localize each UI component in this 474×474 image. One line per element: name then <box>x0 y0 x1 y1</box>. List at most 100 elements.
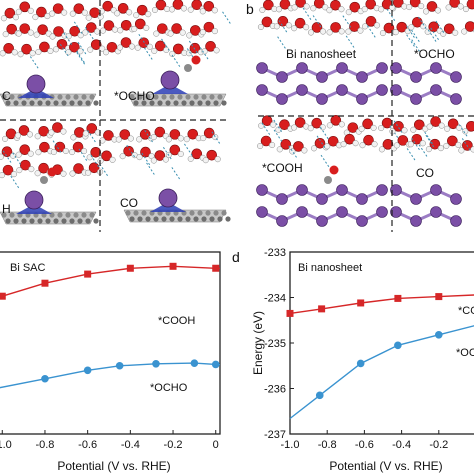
hydrogen-atom <box>358 125 365 132</box>
data-point-square <box>318 305 326 313</box>
carbon-atom <box>149 100 155 106</box>
carbon-atom <box>225 216 231 222</box>
oxygen-atom <box>349 1 361 13</box>
carbon-atom <box>213 100 219 106</box>
chart-bi-nanosheet: d Bi nanosheet Energy (eV) Potential (V … <box>232 247 474 473</box>
hydrogen-atom <box>462 128 469 135</box>
hydrogen-bond <box>427 29 437 43</box>
hydrogen-atom <box>410 126 417 133</box>
hydrogen-atom <box>136 136 143 143</box>
hydrogen-atom <box>33 31 40 38</box>
oxygen-atom <box>295 0 306 8</box>
hydrogen-bond <box>389 125 399 139</box>
data-point-square <box>126 264 134 272</box>
hydrogen-atom <box>371 141 378 148</box>
data-point-circle <box>83 366 92 375</box>
x-tick-label: -1.0 <box>0 439 12 451</box>
hydrogen-atom <box>422 8 430 15</box>
oxygen-atom <box>344 133 355 145</box>
carbon-atom <box>161 216 167 222</box>
data-point-square <box>212 264 220 272</box>
bismuth-atom <box>158 188 178 208</box>
oxygen-atom <box>36 6 47 18</box>
y-tick-label: -233 <box>264 247 286 259</box>
bismuth-atom <box>276 71 288 83</box>
carbon-atom <box>81 94 87 100</box>
hydrogen-atom <box>48 129 55 136</box>
hydrogen-atom <box>258 122 265 129</box>
oxygen-atom <box>72 141 84 153</box>
hydrogen-atom <box>392 29 399 36</box>
hydrogen-atom <box>352 140 359 147</box>
oxygen-atom <box>155 0 167 11</box>
hydrogen-atom <box>408 24 415 31</box>
bismuth-bond-chain <box>395 66 457 79</box>
hydrogen-atom <box>211 7 218 14</box>
hydrogen-atom <box>457 3 464 10</box>
bismuth-atom <box>450 93 462 105</box>
hydrogen-atom <box>418 2 425 10</box>
hydrogen-atom <box>462 6 470 13</box>
hydrogen-atom <box>143 24 150 31</box>
bismuth-atom <box>410 93 422 105</box>
hydrogen-atom <box>17 51 24 58</box>
hydrogen-atom <box>419 140 426 147</box>
bismuth-atom <box>26 74 46 94</box>
carbon-atom <box>77 100 83 106</box>
carbon-atom <box>45 218 51 224</box>
hydrogen-atom <box>50 148 57 156</box>
bismuth-atom <box>296 206 308 218</box>
hydrogen-atom <box>407 141 414 148</box>
oxygen-atom <box>280 139 292 150</box>
hydrogen-atom <box>319 28 327 35</box>
hydrogen-atom <box>146 43 153 50</box>
bismuth-atom <box>316 93 328 105</box>
chart-bi-nanosheet-series-label-ocho: *OC <box>456 347 474 359</box>
hydrogen-atom <box>202 157 209 164</box>
hydrogen-atom <box>153 30 160 37</box>
chart-bisac-series-label-cooh: *COOH <box>158 315 195 327</box>
hydrogen-atom <box>109 156 116 163</box>
hydrogen-bond <box>320 154 330 168</box>
carbon-atom <box>165 100 171 106</box>
carbon-atom <box>85 100 91 106</box>
oxygen-atom <box>260 135 272 147</box>
hydrogen-atom <box>163 46 170 53</box>
oxygen-atom <box>382 139 394 150</box>
hydrogen-atom <box>61 9 68 16</box>
carbon-atom <box>93 100 99 106</box>
oxygen-atom <box>397 135 409 146</box>
data-point-square <box>357 299 365 307</box>
hydrogen-atom <box>456 124 463 131</box>
panel-a-structures: C *OCHO H CO <box>0 0 231 232</box>
hydrogen-bond <box>12 152 22 166</box>
hydrogen-bond <box>458 124 468 137</box>
hydrogen-atom <box>26 131 34 138</box>
oxygen-atom <box>413 119 425 131</box>
hydrogen-atom <box>187 155 194 162</box>
oxygen-atom <box>313 0 325 9</box>
carbon-atom <box>9 212 15 218</box>
hydrogen-atom <box>378 6 385 13</box>
carbon-atom <box>133 210 139 216</box>
oxygen-atom <box>73 163 84 174</box>
hydrogen-atom <box>28 166 35 173</box>
hydrogen-atom <box>150 157 157 164</box>
hydrogen-bond <box>302 7 312 21</box>
hydrogen-atom <box>0 172 6 179</box>
oxygen-atom <box>330 0 341 11</box>
oxygen-atom <box>19 23 31 34</box>
hydrogen-atom <box>270 121 277 128</box>
label-b-co: CO <box>416 166 434 180</box>
oxygen-atom <box>203 1 215 12</box>
oxygen-atom <box>19 144 31 156</box>
hydrogen-atom <box>303 24 310 31</box>
hydrogen-bond <box>63 32 73 46</box>
hydrogen-atom <box>307 29 315 36</box>
hydrogen-atom <box>370 124 377 131</box>
bismuth-atom <box>256 184 268 196</box>
hydrogen-atom <box>0 50 6 57</box>
hydrogen-atom <box>303 3 310 10</box>
carbon-atom <box>45 100 51 106</box>
